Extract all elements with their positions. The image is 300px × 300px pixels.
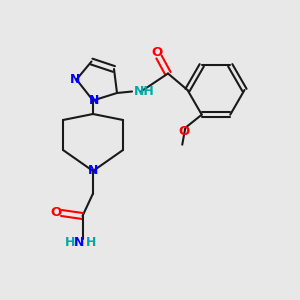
Text: NH: NH	[134, 85, 154, 98]
Text: N: N	[88, 164, 98, 178]
Text: O: O	[50, 206, 62, 220]
Text: H: H	[86, 236, 96, 250]
Text: N: N	[74, 236, 84, 250]
Text: H: H	[65, 236, 76, 250]
Text: O: O	[152, 46, 163, 59]
Text: O: O	[178, 125, 189, 138]
Text: N: N	[70, 73, 80, 86]
Text: N: N	[89, 94, 100, 107]
